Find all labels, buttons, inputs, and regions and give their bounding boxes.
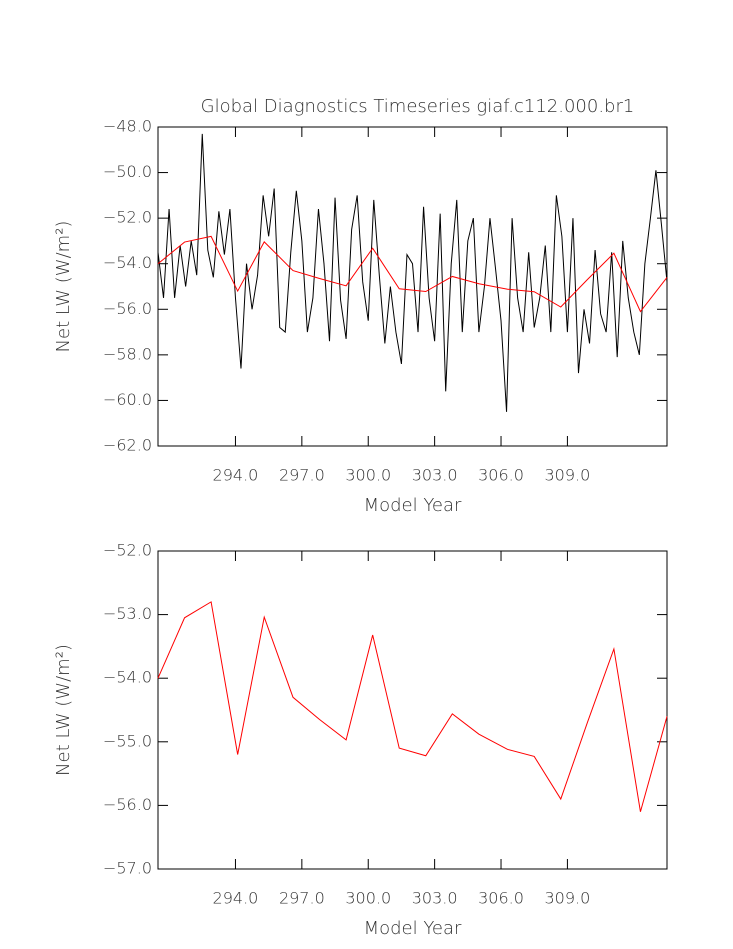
y-tick-label: −50.0 [103,162,152,181]
series-line [157,601,668,812]
y-tick-label: −62.0 [103,436,152,455]
y-tick-label: −55.0 [103,731,152,750]
x-tick-label: 309.0 [545,889,591,908]
x-tick-label: 309.0 [545,466,591,485]
plot-frame [157,126,668,447]
y-axis-label: Net LW (W/m²) [53,644,74,776]
y-tick-label: −58.0 [103,344,152,363]
series-line [157,133,668,412]
y-tick-label: −57.0 [103,859,152,878]
x-tick-label: 306.0 [478,889,524,908]
x-axis-label: Model Year [364,495,462,516]
x-tick-label: 300.0 [345,466,391,485]
y-tick-label: −54.0 [103,668,152,687]
x-tick-label: 303.0 [412,889,458,908]
chart-title: Global Diagnostics Timeseries giaf.c112.… [201,96,635,117]
x-tick-label: 297.0 [279,889,325,908]
y-tick-label: −54.0 [103,253,152,272]
y-tick-label: −56.0 [103,795,152,814]
y-tick-label: −53.0 [103,604,152,623]
x-tick-label: 300.0 [345,889,391,908]
x-tick-label: 297.0 [279,466,325,485]
x-tick-label: 294.0 [213,466,259,485]
y-tick-label: −60.0 [103,390,152,409]
x-tick-label: 294.0 [213,889,259,908]
y-tick-label: −52.0 [103,541,152,560]
y-axis-label: Net LW (W/m²) [53,221,74,353]
x-axis-label: Model Year [364,918,462,939]
y-tick-label: −52.0 [103,208,152,227]
x-tick-label: 306.0 [478,466,524,485]
y-tick-label: −56.0 [103,299,152,318]
x-tick-label: 303.0 [412,466,458,485]
y-tick-label: −48.0 [103,117,152,136]
plot-frame [157,550,668,870]
series-line [157,235,668,313]
